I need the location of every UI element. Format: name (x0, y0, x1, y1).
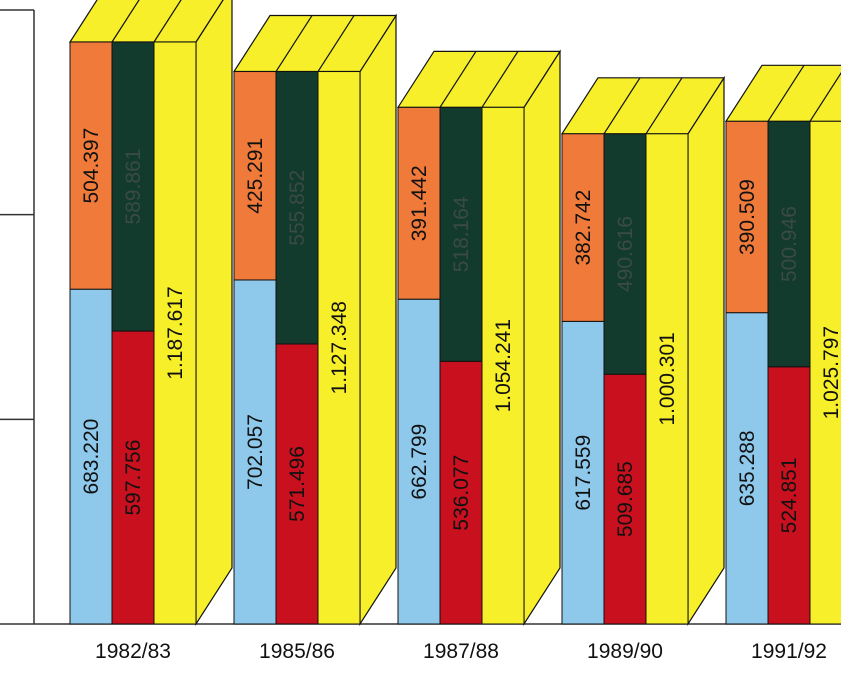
data-label: 635.288 (736, 430, 759, 506)
bar-segment (767, 120, 811, 368)
data-label: 518.164 (450, 196, 473, 272)
data-label: 536.077 (450, 455, 473, 531)
bar-top-divider (603, 77, 641, 135)
bar-side-face (359, 13, 397, 627)
data-label: 382.742 (572, 190, 595, 266)
data-label: 490.616 (614, 216, 637, 292)
data-label: 524.851 (778, 457, 801, 533)
data-label: 662.799 (408, 424, 431, 500)
data-label: 1.187.617 (164, 286, 187, 379)
bar-top-divider (439, 51, 477, 108)
x-tick-label: 1991/92 (751, 640, 827, 663)
data-label: 617.559 (572, 435, 595, 511)
bar-segment (439, 106, 483, 362)
bar-top-divider (111, 0, 140, 43)
bar-segment (561, 320, 605, 625)
data-label: 683.220 (80, 419, 103, 495)
bar-top-divider (275, 15, 313, 72)
bar-segment (397, 106, 441, 300)
data-label: 509.685 (614, 461, 637, 537)
bar-top-divider (481, 51, 519, 108)
data-label: 571.496 (286, 446, 309, 522)
data-label: 1.054.241 (492, 319, 515, 412)
bar-top-divider (153, 0, 182, 43)
data-label: 1.000.301 (656, 332, 679, 425)
data-label: 425.291 (244, 138, 267, 214)
bar-group: 617.559 382.742 509.685 490.616 1.000.301 (560, 75, 726, 627)
bar-segment (645, 133, 689, 625)
bar-segment (275, 71, 319, 345)
x-tick-labels: 1982/83 1985/86 1987/88 1989/90 1991/92 (95, 640, 827, 663)
bar-segment (603, 133, 647, 375)
x-tick-label: 1987/88 (423, 640, 499, 663)
bar-top-divider (645, 77, 683, 135)
data-label: 1.025.797 (820, 326, 841, 419)
bar-segment (603, 373, 647, 625)
bar-segment (111, 330, 155, 625)
bar-group: 662.799 391.442 536.077 518.164 1.054.241 (396, 49, 562, 627)
data-label: 390.509 (736, 179, 759, 255)
data-label: 597.756 (122, 440, 145, 516)
data-label: 391.442 (408, 165, 431, 241)
bar-segment (725, 312, 769, 625)
bar-group: 683.220 504.397 597.756 589.861 1.187.617 (68, 0, 233, 627)
bar-side-face (195, 0, 233, 627)
bar-side-face (687, 75, 725, 627)
bar-group: 702.057 425.291 571.496 555.852 1.127.348 (232, 13, 398, 627)
bar-top-divider (767, 64, 805, 122)
x-tick-label: 1982/83 (95, 640, 171, 663)
bar-segment (233, 71, 277, 281)
x-tick-label: 1989/90 (587, 640, 663, 663)
x-tick-label: 1985/86 (259, 640, 335, 663)
bar-segment (275, 343, 319, 625)
bar-segment (481, 106, 525, 625)
data-label: 589.861 (122, 149, 145, 225)
bar-segment (111, 41, 155, 332)
data-label: 555.852 (286, 170, 309, 246)
bar-segment (69, 41, 113, 290)
data-label: 702.057 (244, 414, 267, 490)
bar-group: 635.288 390.509 524.851 500.946 1.025.797 (724, 64, 841, 625)
data-label: 1.127.348 (328, 301, 351, 394)
bar-segment (439, 360, 483, 625)
bar-top-face (724, 64, 841, 122)
bar-top-divider (809, 71, 841, 122)
bar-segment (809, 120, 841, 625)
bar-top-divider (317, 15, 355, 72)
bar-side-face (523, 49, 561, 627)
data-label: 504.397 (80, 128, 103, 204)
bar-segment (317, 71, 361, 625)
data-label: 500.946 (778, 206, 801, 282)
bar-segment (153, 41, 197, 625)
bars-layer: 683.220 504.397 597.756 589.861 1.187.617 702… (68, 0, 841, 627)
